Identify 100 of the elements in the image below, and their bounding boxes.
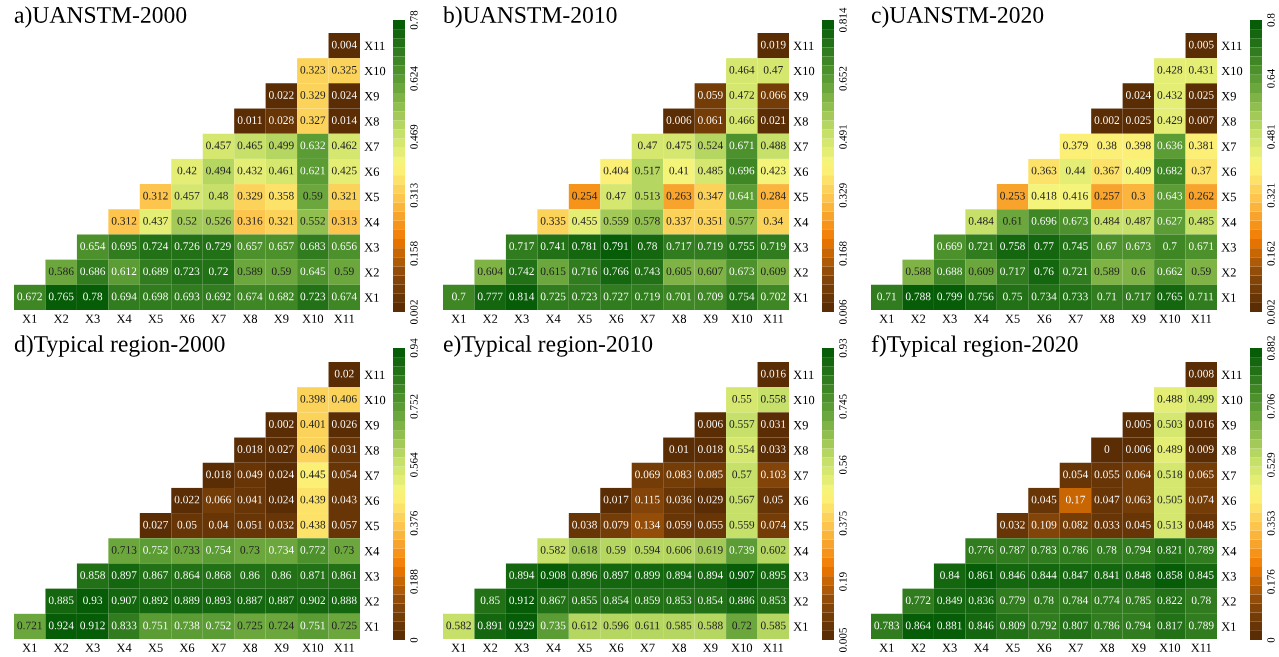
data-label: 0.725 — [540, 292, 566, 301]
x-tick-label: X11 — [334, 314, 355, 323]
data-label: 0.887 — [237, 596, 263, 605]
data-label: 0.485 — [697, 166, 723, 175]
x-tick-label: X5 — [148, 314, 163, 323]
data-label: 0.729 — [206, 242, 231, 250]
data-label: 0.018 — [697, 445, 723, 454]
data-label: 0.439 — [300, 495, 326, 504]
data-label: 0.41 — [669, 166, 689, 175]
data-label: 0.717 — [1125, 292, 1151, 301]
data-label: 0.73 — [334, 546, 354, 554]
data-label: 0.822 — [1157, 596, 1182, 605]
data-label: 0.505 — [1157, 495, 1183, 504]
data-label: 0.893 — [206, 596, 231, 605]
y-tick-label: X8 — [793, 117, 808, 126]
x-tick-label: X1 — [879, 314, 894, 323]
y-tick-label: X2 — [793, 268, 808, 277]
x-tick-label: X7 — [1068, 643, 1083, 652]
data-label: 0.612 — [111, 267, 137, 276]
data-label: 0.894 — [697, 571, 723, 579]
x-tick-label: X1 — [451, 314, 466, 323]
data-label: 0.404 — [603, 166, 629, 175]
data-label: 0.329 — [237, 191, 263, 200]
data-label: 0.036 — [666, 495, 692, 504]
data-label: 0.031 — [760, 420, 786, 428]
data-label: 0.654 — [80, 242, 106, 250]
data-label: 0.109 — [1031, 520, 1057, 529]
data-label: 0.698 — [143, 292, 168, 301]
data-label: 0.05 — [763, 495, 783, 504]
data-label: 0.34 — [763, 217, 784, 225]
y-tick-label: X3 — [364, 572, 379, 581]
y-tick-label: X11 — [793, 370, 814, 379]
data-label: 0.594 — [635, 546, 661, 554]
data-label: 0.526 — [206, 217, 231, 225]
data-label: 0.847 — [1063, 571, 1088, 579]
data-label: 0.083 — [666, 470, 692, 479]
data-label: 0.765 — [48, 292, 74, 301]
x-tick-label: X8 — [242, 643, 258, 652]
data-label: 0.002 — [268, 420, 294, 428]
data-label: 0.72 — [208, 267, 228, 276]
data-label: 0.774 — [1094, 596, 1120, 605]
data-label: 0.867 — [540, 596, 566, 605]
data-label: 0.848 — [1125, 571, 1151, 579]
x-tick-label: X6 — [179, 643, 195, 652]
data-label: 0.61 — [1003, 217, 1022, 225]
data-label: 0.455 — [572, 217, 597, 225]
data-label: 0.887 — [268, 596, 294, 605]
data-label: 0.867 — [143, 571, 169, 579]
data-label: 0.849 — [937, 596, 962, 605]
data-label: 0.688 — [937, 267, 963, 276]
color-bar-label: 0.176 — [1267, 569, 1275, 594]
x-tick-label: X9 — [1131, 314, 1146, 323]
x-tick-label: X1 — [22, 314, 37, 323]
x-tick-label: X2 — [53, 643, 69, 652]
y-tick-label: X6 — [793, 496, 809, 505]
y-tick-label: X3 — [364, 243, 379, 252]
data-label: 0.868 — [206, 571, 231, 579]
data-label: 0.103 — [760, 470, 786, 479]
data-label: 0.59 — [606, 546, 626, 554]
data-label: 0.006 — [666, 116, 692, 125]
y-tick-label: X3 — [793, 243, 808, 252]
y-tick-label: X3 — [1221, 572, 1236, 581]
data-label: 0.025 — [1125, 116, 1151, 125]
y-tick-label: X7 — [793, 142, 809, 151]
color-bar-label: 0.652 — [839, 66, 847, 91]
data-label: 0.024 — [331, 91, 357, 99]
data-label: 0.329 — [300, 91, 326, 99]
color-bar-label: 0.64 — [1267, 69, 1275, 88]
data-label: 0.484 — [1094, 217, 1120, 225]
data-label: 0.657 — [237, 242, 263, 250]
data-label: 0.48 — [208, 191, 228, 200]
data-label: 0.253 — [1000, 191, 1025, 200]
color-bar-label: 0.8 — [1267, 13, 1275, 27]
data-label: 0.028 — [268, 116, 294, 125]
x-tick-label: X7 — [211, 314, 226, 323]
data-label: 0.891 — [477, 621, 503, 630]
y-tick-label: X1 — [1221, 293, 1236, 302]
data-label: 0.063 — [1125, 495, 1151, 504]
data-label: 0.929 — [509, 621, 534, 630]
data-label: 0.606 — [666, 546, 692, 554]
data-label: 0.05 — [177, 520, 197, 529]
data-label: 0.045 — [1031, 495, 1057, 504]
data-label: 0.75 — [1003, 292, 1023, 301]
data-label: 0.673 — [1125, 242, 1151, 250]
data-label: 0.695 — [111, 242, 137, 250]
data-label: 0.733 — [1063, 292, 1088, 301]
x-tick-label: X10 — [731, 314, 753, 323]
data-label: 0.674 — [331, 292, 357, 301]
data-label: 0.783 — [1031, 546, 1057, 554]
data-label: 0.752 — [143, 546, 168, 554]
data-label: 0.586 — [48, 267, 74, 276]
data-label: 0.024 — [268, 470, 294, 479]
data-label: 0.021 — [760, 116, 786, 125]
data-label: 0.457 — [174, 191, 200, 200]
data-label: 0.257 — [1094, 191, 1120, 200]
data-label: 0.846 — [968, 621, 994, 630]
color-bar-label: 0.376 — [410, 511, 418, 536]
data-label: 0.024 — [1125, 91, 1151, 99]
data-label: 0.671 — [729, 141, 754, 150]
data-label: 0.457 — [206, 141, 231, 150]
